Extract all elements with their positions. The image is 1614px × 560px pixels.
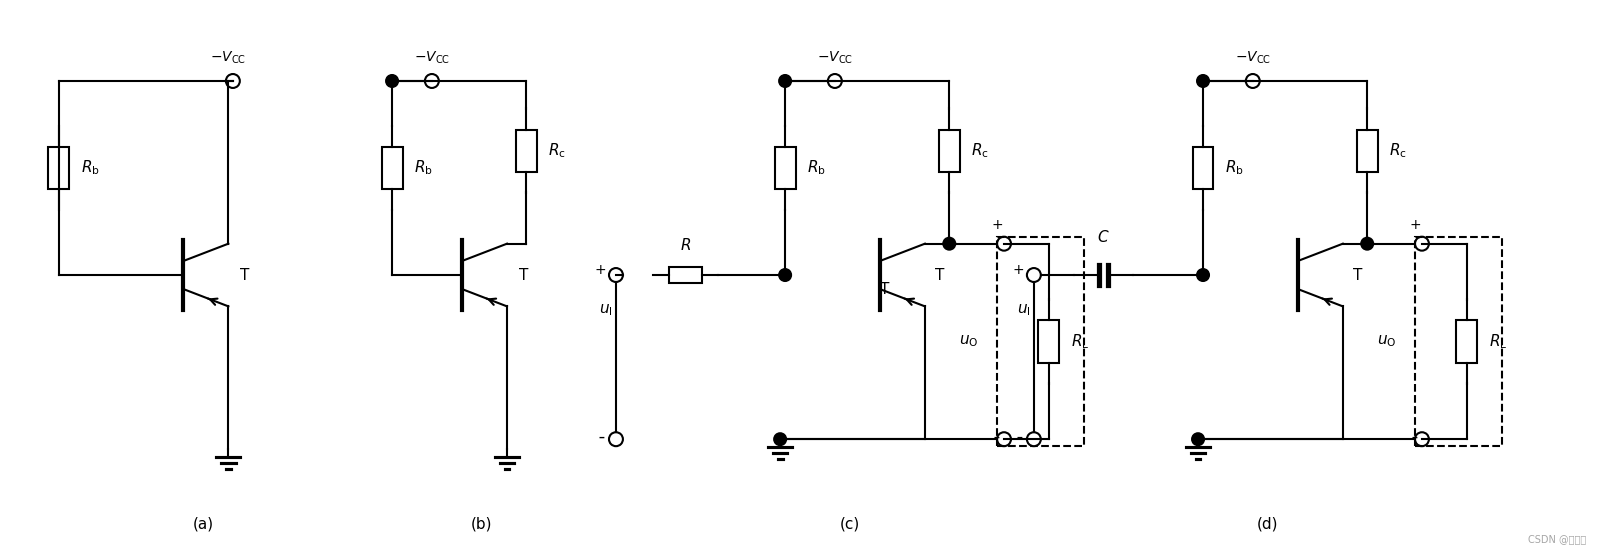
Text: $R_{\mathrm{L}}$: $R_{\mathrm{L}}$ <box>1070 332 1089 351</box>
Text: +: + <box>594 263 605 277</box>
Bar <box>670 267 702 283</box>
Bar <box>1193 147 1214 189</box>
Bar <box>1415 237 1501 446</box>
Circle shape <box>1027 432 1041 446</box>
Text: $C$: $C$ <box>1098 229 1110 245</box>
Bar <box>381 147 402 189</box>
Text: $-V_{\mathrm{CC}}$: $-V_{\mathrm{CC}}$ <box>210 50 245 66</box>
Circle shape <box>1198 75 1209 87</box>
Circle shape <box>1027 268 1041 282</box>
Text: (d): (d) <box>1257 516 1278 531</box>
Text: +: + <box>1012 263 1023 277</box>
Text: $R_{\mathrm{c}}$: $R_{\mathrm{c}}$ <box>972 141 989 160</box>
Text: +: + <box>1409 218 1420 232</box>
Circle shape <box>226 74 240 88</box>
Text: $R_{\mathrm{c}}$: $R_{\mathrm{c}}$ <box>1390 141 1407 160</box>
Bar <box>1456 320 1477 362</box>
Text: (a): (a) <box>192 516 213 531</box>
Circle shape <box>775 433 786 445</box>
Circle shape <box>1198 269 1209 281</box>
Text: $\bar{}$: $\bar{}$ <box>994 425 1001 443</box>
Text: T: T <box>880 282 889 297</box>
Circle shape <box>1415 432 1428 446</box>
Text: $\bar{}$: $\bar{}$ <box>1412 425 1419 443</box>
Text: $u_{\mathrm{I}}$: $u_{\mathrm{I}}$ <box>1017 302 1031 318</box>
Text: CSDN @妖兽煅: CSDN @妖兽煅 <box>1528 534 1587 544</box>
Text: $R_{\mathrm{c}}$: $R_{\mathrm{c}}$ <box>549 141 567 160</box>
Text: T: T <box>935 268 944 283</box>
Text: $R_{\mathrm{b}}$: $R_{\mathrm{b}}$ <box>81 158 100 178</box>
Text: $R_{\mathrm{b}}$: $R_{\mathrm{b}}$ <box>807 158 826 178</box>
Bar <box>775 147 796 189</box>
Text: (b): (b) <box>471 516 492 531</box>
Text: $u_{\mathrm{O}}$: $u_{\mathrm{O}}$ <box>1377 334 1396 349</box>
Circle shape <box>997 237 1010 251</box>
Circle shape <box>997 432 1010 446</box>
Bar <box>939 129 960 172</box>
Text: $u_{\mathrm{I}}$: $u_{\mathrm{I}}$ <box>599 302 613 318</box>
Text: $u_{\mathrm{O}}$: $u_{\mathrm{O}}$ <box>959 334 980 349</box>
Text: $R_{\mathrm{L}}$: $R_{\mathrm{L}}$ <box>1488 332 1507 351</box>
Text: $R$: $R$ <box>679 237 691 253</box>
Text: T: T <box>240 268 250 283</box>
Circle shape <box>943 237 955 250</box>
Circle shape <box>608 268 623 282</box>
Bar <box>1038 320 1059 362</box>
Text: $\bar{}$: $\bar{}$ <box>1017 425 1023 443</box>
Circle shape <box>424 74 439 88</box>
Circle shape <box>828 74 843 88</box>
Circle shape <box>1415 237 1428 251</box>
Bar <box>516 129 537 172</box>
Text: +: + <box>991 218 1002 232</box>
Bar <box>1357 129 1378 172</box>
Bar <box>997 237 1083 446</box>
Text: $R_{\mathrm{b}}$: $R_{\mathrm{b}}$ <box>1225 158 1244 178</box>
Text: T: T <box>520 268 528 283</box>
Circle shape <box>780 75 791 87</box>
Text: $-V_{\mathrm{CC}}$: $-V_{\mathrm{CC}}$ <box>413 50 450 66</box>
Circle shape <box>386 75 399 87</box>
Circle shape <box>608 432 623 446</box>
Circle shape <box>1193 433 1204 445</box>
Text: $-V_{\mathrm{CC}}$: $-V_{\mathrm{CC}}$ <box>817 50 852 66</box>
Circle shape <box>1246 74 1261 88</box>
Text: $-V_{\mathrm{CC}}$: $-V_{\mathrm{CC}}$ <box>1235 50 1270 66</box>
Text: (c): (c) <box>839 516 860 531</box>
Text: $\bar{}$: $\bar{}$ <box>599 425 605 443</box>
Text: T: T <box>1353 268 1362 283</box>
Circle shape <box>1361 237 1374 250</box>
Bar <box>48 147 69 189</box>
Text: $R_{\mathrm{b}}$: $R_{\mathrm{b}}$ <box>413 158 433 178</box>
Circle shape <box>780 269 791 281</box>
